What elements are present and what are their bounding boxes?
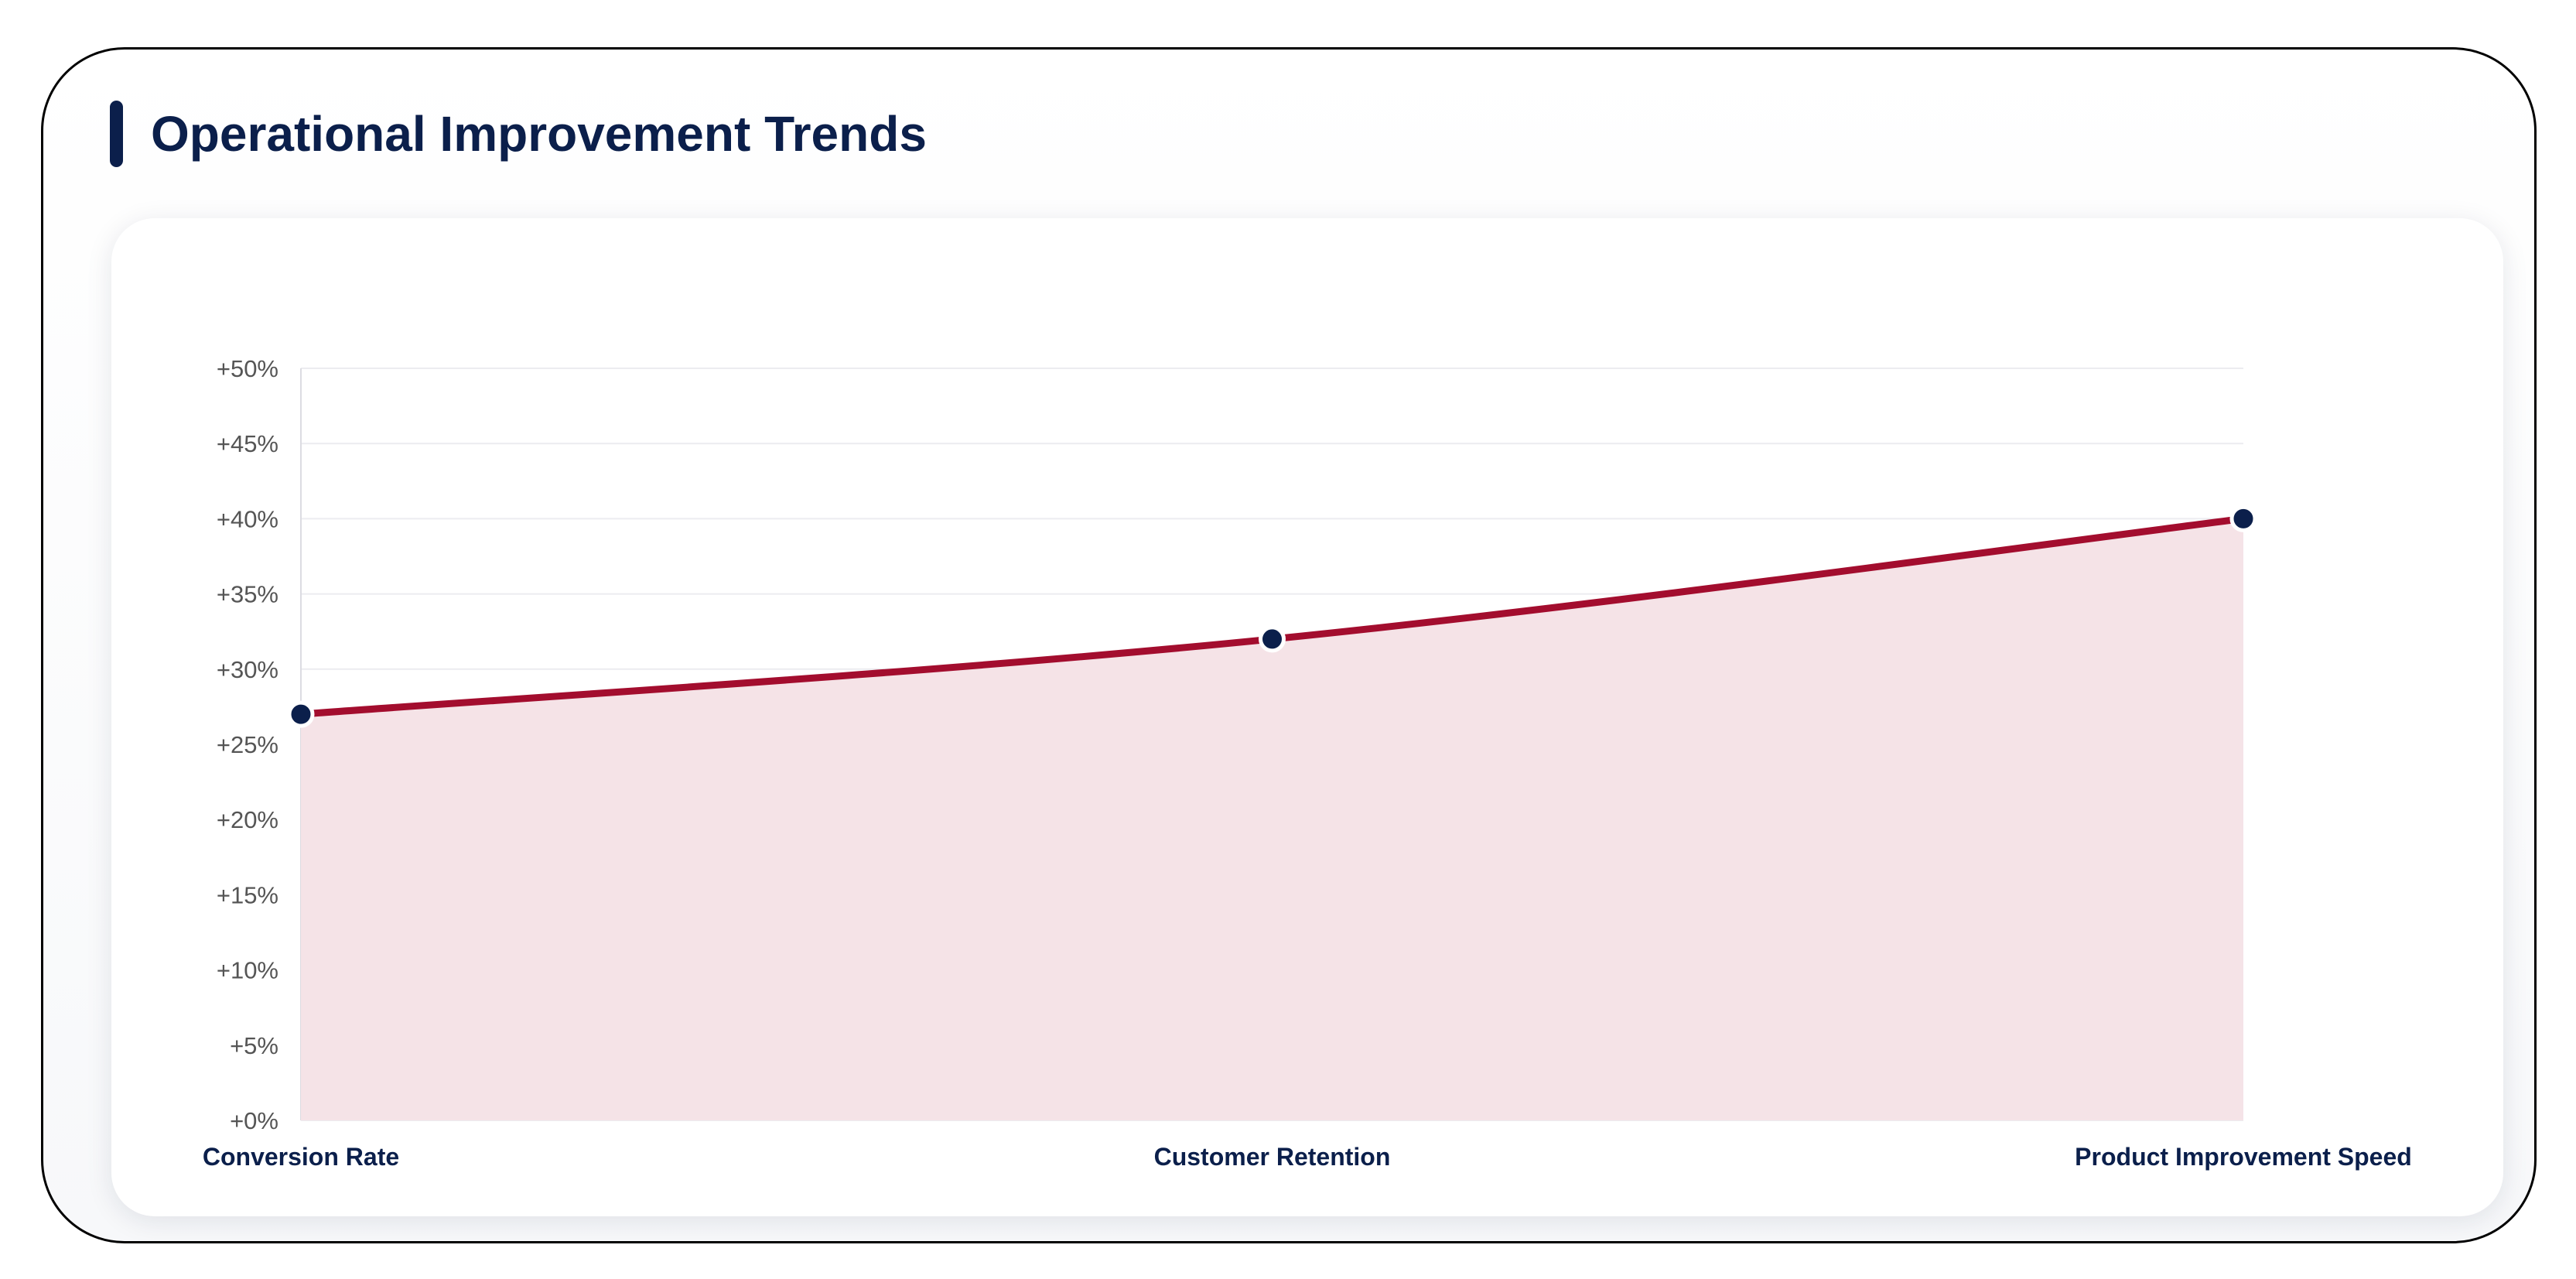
- y-tick-label: +45%: [217, 430, 278, 457]
- area-fill: [301, 518, 2243, 1120]
- y-tick-label: +0%: [230, 1107, 278, 1134]
- y-tick-label: +30%: [217, 656, 278, 683]
- y-tick-label: +20%: [217, 806, 278, 833]
- chart-panel: Operational Improvement Trends +0% +5% +10…: [41, 47, 2537, 1243]
- chart-card: +0% +5% +10% +15% +20% +25% +30% +35% +40% +45% +5…: [111, 218, 2503, 1216]
- y-tick-label: +25%: [217, 731, 278, 758]
- y-tick-label: +35%: [217, 581, 278, 608]
- page-title: Operational Improvement Trends: [151, 106, 927, 162]
- y-tick-label: +5%: [230, 1032, 278, 1059]
- x-category-label: Conversion Rate: [203, 1143, 399, 1171]
- x-category-label: Customer Retention: [1154, 1143, 1391, 1171]
- area-chart: +0% +5% +10% +15% +20% +25% +30% +35% +40% +45% +5…: [203, 355, 2412, 1171]
- title-accent-bar: [110, 101, 123, 167]
- y-tick-label: +10%: [217, 957, 278, 984]
- y-tick-label: +15%: [217, 881, 278, 908]
- x-category-label: Product Improvement Speed: [2075, 1143, 2412, 1171]
- data-point: [1259, 625, 1286, 653]
- data-point: [2229, 504, 2257, 532]
- data-point: [287, 700, 315, 728]
- y-tick-label: +50%: [217, 355, 278, 382]
- y-tick-label: +40%: [217, 505, 278, 532]
